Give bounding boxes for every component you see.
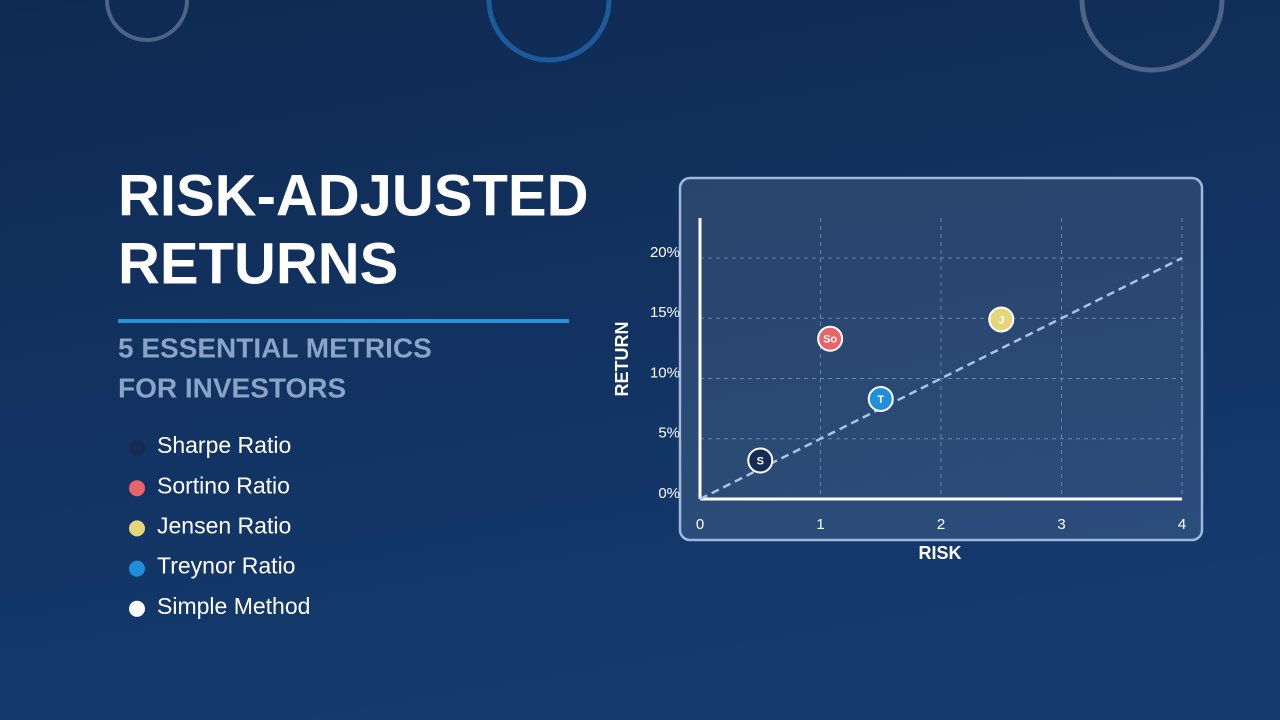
y-tick-label: 15% bbox=[650, 304, 680, 321]
title: RISK-ADJUSTED bbox=[118, 163, 589, 228]
x-axis-label: RISK bbox=[918, 543, 961, 563]
trend-line bbox=[699, 256, 1183, 501]
legend-label: Sharpe Ratio bbox=[157, 432, 291, 458]
title: RETURNS bbox=[118, 231, 398, 296]
point-label: S bbox=[757, 455, 764, 467]
subtitle: 5 ESSENTIAL METRICS bbox=[118, 332, 432, 363]
decor-circle bbox=[105, 0, 189, 42]
legend-label: Treynor Ratio bbox=[157, 553, 295, 579]
x-tick-label: 3 bbox=[1057, 516, 1065, 533]
x-tick-label: 4 bbox=[1178, 516, 1186, 533]
data-point bbox=[988, 306, 1015, 333]
x-tick-label: 1 bbox=[816, 516, 824, 533]
legend-label: Jensen Ratio bbox=[157, 512, 291, 538]
y-tick-label: 0% bbox=[658, 485, 680, 502]
legend-marker bbox=[129, 560, 145, 577]
y-tick-label: 20% bbox=[650, 244, 680, 261]
data-point bbox=[747, 447, 774, 474]
legend-label: Simple Method bbox=[157, 593, 310, 619]
data-point bbox=[867, 385, 894, 412]
legend-marker bbox=[129, 440, 145, 456]
y-axis-label: RETURN bbox=[612, 322, 632, 397]
chart-panel bbox=[678, 176, 1204, 542]
point-label: J bbox=[998, 314, 1004, 326]
legend-label: Sortino Ratio bbox=[157, 472, 290, 498]
x-tick-label: 0 bbox=[696, 516, 704, 533]
legend-marker bbox=[129, 480, 145, 497]
point-label: T bbox=[877, 394, 884, 406]
legend-marker bbox=[129, 600, 145, 617]
x-tick-label: 2 bbox=[937, 516, 945, 533]
y-tick-label: 5% bbox=[658, 425, 680, 442]
point-label: So bbox=[823, 334, 837, 346]
legend-marker bbox=[129, 520, 145, 537]
data-point bbox=[817, 325, 844, 352]
subtitle: FOR INVESTORS bbox=[118, 372, 346, 403]
decor-circle bbox=[486, 0, 612, 63]
decor-circle bbox=[1079, 0, 1225, 73]
y-tick-label: 10% bbox=[650, 364, 680, 381]
